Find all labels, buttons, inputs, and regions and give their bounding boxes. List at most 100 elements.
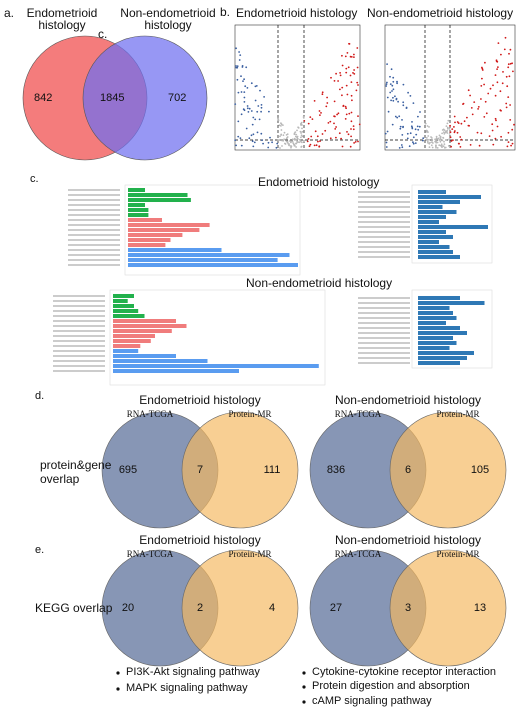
bar-decoration — [113, 319, 176, 323]
volcano-dot — [258, 118, 261, 121]
bar-decoration — [128, 238, 171, 242]
volcano-dot — [250, 82, 253, 85]
label-decoration — [68, 209, 120, 211]
volcano-dot — [291, 138, 294, 141]
volcano-dot — [260, 110, 262, 113]
volcano-dot — [428, 142, 431, 145]
bar-decoration — [128, 263, 298, 267]
volcano-dot — [344, 118, 347, 120]
volcano-dot — [456, 131, 459, 134]
venn-count: 842 — [34, 92, 53, 104]
volcano-dot — [345, 67, 348, 70]
volcano-dot — [347, 133, 350, 136]
volcano-dot — [303, 140, 305, 142]
label-decoration — [68, 259, 120, 261]
label-decoration — [358, 302, 410, 304]
volcano-dot — [240, 113, 243, 116]
volcano-dot — [412, 102, 415, 104]
volcano-dot — [350, 128, 352, 130]
volcano-dot — [469, 94, 471, 97]
volcano-dot — [390, 99, 392, 102]
volcano-dot — [243, 96, 246, 99]
bar-decoration — [113, 349, 139, 353]
volcano-dot — [507, 96, 510, 98]
venn-count: 7 — [196, 464, 204, 476]
volcano-dot — [296, 129, 298, 132]
label-decoration — [358, 241, 410, 243]
volcano-dot — [494, 137, 497, 140]
volcano-dot — [286, 133, 289, 136]
venn-count: 836 — [326, 464, 346, 476]
volcano-dot — [239, 137, 242, 140]
label-decoration — [358, 251, 410, 253]
bar-decoration — [128, 193, 188, 197]
venn-count: 695 — [118, 464, 138, 476]
venn-title: Non-endometrioid histology — [334, 393, 482, 407]
volcano-dot — [345, 84, 348, 87]
volcano-dot — [307, 122, 310, 125]
pathway: MAPK signaling pathway — [126, 682, 248, 694]
volcano-dot — [318, 110, 321, 112]
volcano-dot — [333, 80, 336, 82]
volcano-dot — [445, 125, 448, 127]
venn-count: 111 — [263, 464, 281, 476]
volcano-dot — [509, 48, 512, 51]
volcano-dot — [509, 104, 511, 106]
volcano-dot — [300, 146, 303, 148]
bar-decoration — [418, 326, 460, 330]
label-decoration — [68, 224, 120, 226]
volcano-dot — [469, 144, 472, 146]
volcano-dot — [450, 145, 452, 148]
label-decoration — [358, 201, 410, 203]
bar-decoration — [128, 203, 145, 207]
label-decoration — [53, 370, 105, 372]
volcano-dot — [396, 116, 399, 119]
volcano-dot — [513, 123, 515, 126]
volcano-dot — [401, 119, 403, 121]
label-decoration — [53, 295, 105, 297]
volcano-dot — [293, 133, 296, 136]
volcano-dot — [392, 76, 395, 79]
volcano-dot — [324, 129, 327, 132]
bar-decoration — [418, 356, 467, 360]
volcano-dot — [235, 144, 238, 147]
label-decoration — [53, 300, 105, 302]
volcano-dot — [504, 36, 507, 39]
volcano-dot — [329, 120, 332, 123]
bar-decoration — [128, 188, 145, 192]
volcano-dot — [350, 120, 353, 123]
volcano-dot — [261, 139, 263, 142]
volcano-dot — [392, 88, 395, 91]
volcano-dot — [402, 125, 404, 128]
volcano-dot — [389, 75, 391, 78]
volcano-dot — [321, 91, 324, 94]
volcano-dot — [309, 143, 312, 146]
volcano-dot — [234, 139, 237, 142]
panel-label: c. — [98, 27, 108, 41]
volcano-dot — [411, 126, 414, 129]
volcano-dot — [317, 140, 319, 143]
label-decoration — [53, 315, 105, 317]
volcano-dot — [415, 133, 418, 136]
volcano-dot — [507, 131, 510, 134]
bar-decoration — [128, 243, 166, 247]
bar-decoration — [418, 361, 460, 365]
bar-decoration — [128, 248, 222, 252]
volcano-dot — [400, 144, 403, 146]
volcano-dot — [478, 144, 481, 147]
set-title: Non-endometrioid histology — [120, 6, 216, 32]
volcano-dot — [494, 74, 497, 76]
volcano-dot — [431, 146, 434, 149]
volcano-dot — [409, 95, 412, 97]
volcano-dot — [344, 55, 347, 58]
volcano-dot — [389, 83, 392, 85]
volcano-dot — [435, 145, 437, 148]
venn-circle — [82, 35, 208, 161]
label-decoration — [358, 352, 410, 354]
volcano-dot — [495, 119, 497, 122]
volcano-dot — [385, 85, 388, 87]
volcano-dot — [385, 146, 388, 148]
label-decoration — [358, 312, 410, 314]
volcano-dot — [484, 100, 487, 103]
volcano-dot — [282, 124, 284, 126]
